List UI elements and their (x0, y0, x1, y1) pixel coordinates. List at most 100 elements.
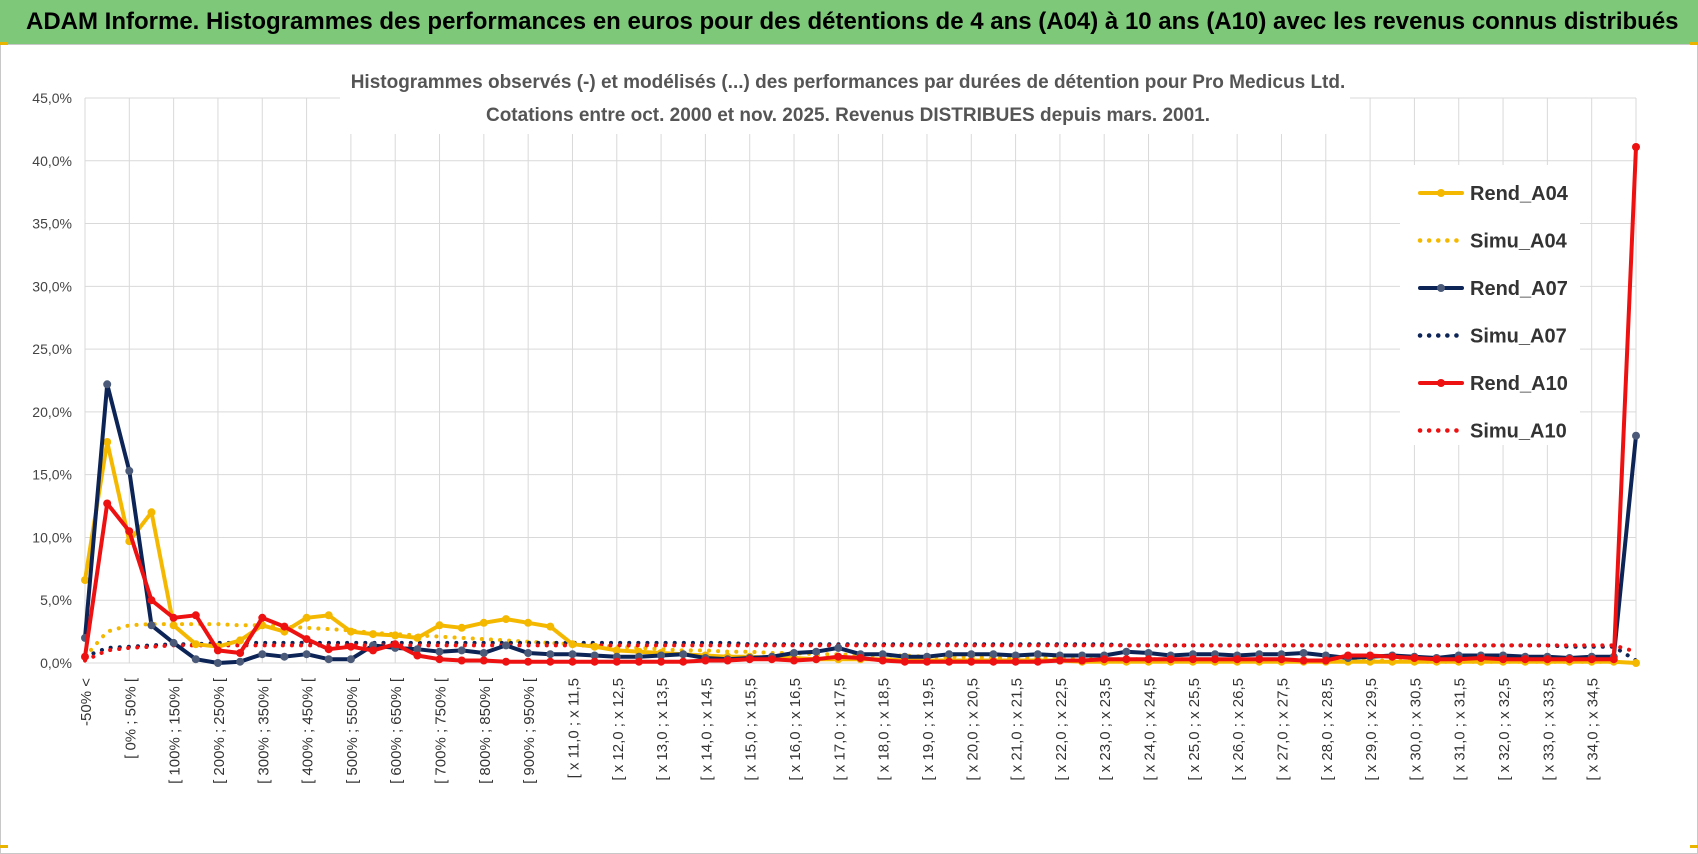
data-point (790, 656, 798, 665)
x-axis-ticks: -50% < [ 0% ; 50% [[ 100% ; 150% [[ 200% … (78, 677, 1602, 784)
data-point (590, 657, 599, 666)
data-point (191, 611, 200, 620)
data-point (967, 657, 976, 666)
x-tick-label: [ 500% ; 550% [ (344, 677, 361, 784)
x-tick-label: [ 900% ; 950% [ (521, 677, 538, 784)
data-point (346, 627, 355, 636)
data-point (1587, 655, 1596, 664)
data-point (1321, 656, 1330, 665)
data-point (391, 640, 400, 649)
chart-subtitle: Cotations entre oct. 2000 et nov. 2025. … (486, 105, 1210, 126)
legend-label: Simu_A04 (1470, 231, 1568, 253)
data-point (878, 656, 887, 665)
legend-label: Simu_A10 (1470, 421, 1567, 443)
data-point (324, 611, 333, 620)
data-point (103, 438, 112, 446)
data-point (1366, 651, 1375, 660)
panel-corner-mark (0, 42, 8, 45)
data-point (81, 652, 89, 661)
x-tick-label: [ x 22,0 ; x 22,5 (1053, 678, 1070, 781)
data-point (568, 657, 577, 666)
data-point (1078, 656, 1087, 665)
y-tick-label: 30,0% (32, 278, 72, 294)
data-point (1388, 652, 1397, 661)
data-point (435, 647, 444, 656)
x-tick-label: [ 800% ; 850% [ (477, 677, 494, 784)
data-point (767, 655, 776, 664)
data-point (213, 646, 222, 655)
data-point (413, 645, 422, 654)
data-point (302, 635, 311, 644)
x-tick-label: [ x 25,0 ; x 25,5 (1186, 678, 1203, 781)
x-tick-label: [ 400% ; 450% [ (300, 677, 317, 784)
data-point (280, 652, 289, 661)
x-tick-label: [ x 30,0 ; x 30,5 (1407, 678, 1424, 781)
data-point (1055, 656, 1064, 665)
legend-marker (1437, 189, 1445, 197)
x-tick-label: [ 300% ; 350% [ (255, 677, 272, 784)
x-tick-label: [ x 12,0 ; x 12,5 (610, 678, 627, 781)
x-tick-label: [ x 14,0 ; x 14,5 (698, 678, 715, 781)
data-point (1188, 655, 1197, 664)
data-point (590, 642, 599, 651)
x-tick-label: [ x 27,0 ; x 27,5 (1274, 678, 1291, 781)
x-tick-label: [ x 16,0 ; x 16,5 (787, 678, 804, 781)
data-point (590, 651, 599, 660)
data-point (1011, 651, 1020, 660)
x-tick-label: [ x 20,0 ; x 20,5 (964, 678, 981, 781)
data-point (324, 645, 333, 654)
data-point (324, 655, 333, 664)
data-point (346, 655, 355, 664)
y-tick-label: 20,0% (32, 404, 72, 420)
data-point (1499, 655, 1508, 664)
legend-background (1400, 165, 1580, 445)
x-tick-label: [ x 18,0 ; x 18,5 (876, 678, 893, 781)
data-point (191, 640, 200, 649)
data-point (790, 649, 798, 657)
data-point (169, 613, 178, 622)
data-point (856, 654, 865, 662)
data-point (280, 622, 289, 631)
data-point (502, 615, 510, 624)
data-point (81, 576, 89, 585)
data-point (1565, 655, 1574, 664)
data-point (1033, 657, 1042, 666)
data-point (236, 657, 245, 666)
data-point (435, 655, 444, 664)
data-point (1277, 655, 1286, 664)
data-point (1299, 649, 1308, 657)
legend-marker (1437, 379, 1445, 387)
data-point (834, 643, 843, 652)
x-tick-label: [ 100% ; 150% [ (167, 677, 184, 784)
x-tick-label: [ x 23,0 ; x 23,5 (1097, 678, 1114, 781)
data-point (546, 622, 555, 631)
data-point (1299, 656, 1308, 665)
data-point (103, 380, 112, 389)
x-tick-label: [ 600% ; 650% [ (388, 677, 405, 784)
x-tick-label: [ x 33,0 ; x 33,5 (1540, 678, 1557, 781)
data-point (989, 650, 998, 659)
x-tick-label: [ x 28,0 ; x 28,5 (1319, 678, 1336, 781)
data-point (258, 613, 267, 622)
data-point (1211, 655, 1219, 664)
data-point (457, 623, 466, 632)
data-point (103, 499, 112, 508)
data-point (1476, 654, 1485, 662)
x-tick-label: [ 200% ; 250% [ (211, 677, 228, 784)
data-point (989, 657, 998, 666)
data-point (502, 657, 510, 666)
data-point (147, 596, 156, 605)
data-point (923, 657, 931, 666)
data-point (1344, 651, 1352, 660)
data-point (812, 655, 821, 664)
data-point (147, 621, 156, 630)
legend-marker (1437, 284, 1445, 292)
data-point (1144, 655, 1153, 664)
x-tick-label: [ x 17,0 ; x 17,5 (831, 678, 848, 781)
data-point (302, 613, 311, 622)
x-tick-label: [ x 31,0 ; x 31,5 (1452, 678, 1469, 781)
data-point (1233, 655, 1242, 664)
data-point (125, 466, 134, 475)
panel-corner-mark (0, 845, 8, 848)
